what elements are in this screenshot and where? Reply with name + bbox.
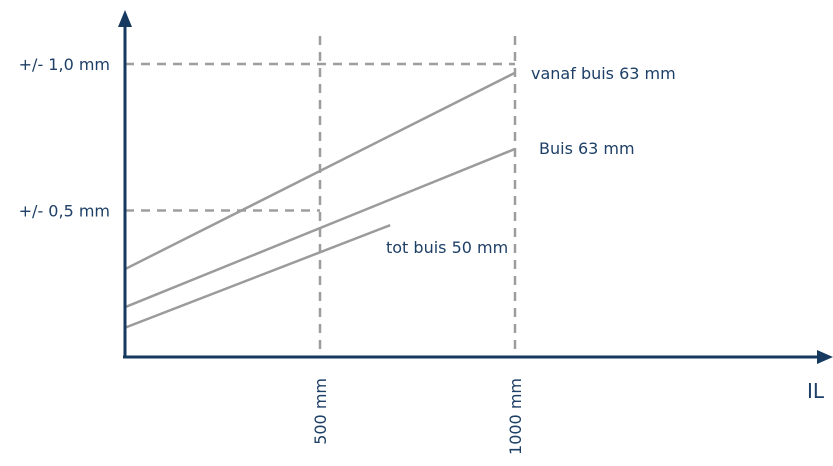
guide-lines: [125, 36, 517, 357]
x-tick-label-0: 500 mm: [311, 378, 330, 445]
series-label-0: vanaf buis 63 mm: [531, 64, 676, 83]
x-axis-label: IL: [807, 379, 825, 403]
series-label-2: tot buis 50 mm: [386, 238, 508, 257]
x-axis-arrow: [817, 350, 833, 364]
series-line-0: [124, 71, 516, 271]
series-line-2: [124, 223, 391, 329]
y-axis-arrow: [118, 10, 132, 27]
series-line-1: [124, 147, 516, 309]
series-lines: [124, 71, 516, 329]
y-tick-label-0: +/- 0,5 mm: [19, 202, 110, 221]
y-tick-label-1: +/- 1,0 mm: [19, 55, 110, 74]
x-tick-label-1: 1000 mm: [506, 378, 525, 455]
labels: 500 mm 1000 mm +/- 0,5 mm +/- 1,0 mm vanaf b…: [19, 55, 676, 455]
axes: [118, 10, 833, 364]
series-label-1: Buis 63 mm: [539, 139, 635, 158]
